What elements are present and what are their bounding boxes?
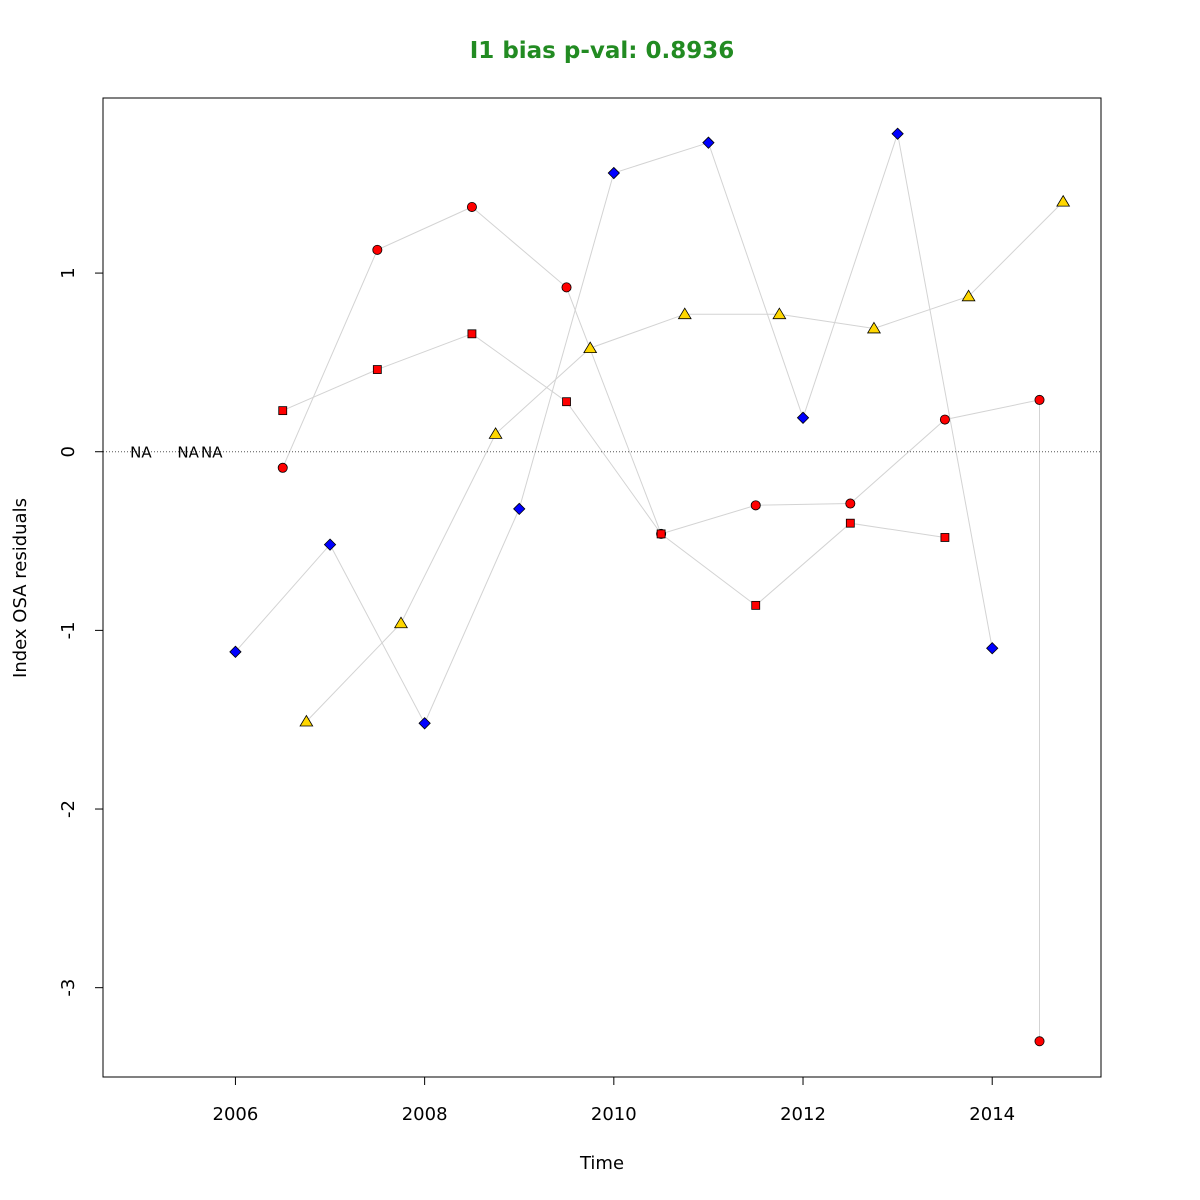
point-triangle	[677, 307, 692, 320]
point-square	[940, 533, 950, 542]
x-tick-label: 2008	[402, 1104, 448, 1125]
x-tick-label: 2006	[213, 1104, 259, 1125]
point-circle	[372, 244, 383, 255]
plot-frame	[102, 97, 1102, 1078]
x-tick-label: 2010	[591, 1104, 637, 1125]
y-axis-label: Index OSA residuals	[10, 498, 31, 678]
na-label: NA	[177, 444, 199, 462]
x-axis-label: Time	[579, 1153, 624, 1174]
point-triangle	[1056, 194, 1071, 207]
point-circle	[277, 462, 288, 473]
point-circle	[561, 282, 572, 293]
y-tick-label: -1	[58, 621, 79, 639]
y-tick-label: 0	[58, 446, 79, 457]
na-labels: NA NA NA	[130, 444, 223, 462]
point-diamond	[607, 166, 620, 180]
connector-lines	[235, 133, 1064, 1042]
point-circle	[466, 201, 477, 212]
y-axis: 1 0 -1 -2 -3	[58, 267, 104, 997]
point-circle	[1034, 1036, 1045, 1047]
point-circle	[1034, 394, 1045, 405]
point-triangle	[583, 341, 598, 354]
point-circle	[845, 498, 856, 509]
y-tick-label: -2	[58, 800, 79, 818]
point-triangle	[299, 714, 314, 727]
point-triangle	[488, 427, 503, 439]
point-square	[751, 600, 761, 610]
point-triangle	[961, 289, 976, 302]
point-diamond	[418, 717, 431, 730]
point-triangle	[393, 616, 408, 629]
na-label: NA	[130, 444, 152, 462]
point-diamond	[986, 642, 999, 655]
point-diamond	[796, 411, 810, 424]
point-square	[656, 529, 666, 539]
x-tick-label: 2014	[969, 1104, 1015, 1125]
point-diamond	[229, 645, 242, 658]
x-tick-label: 2012	[780, 1104, 826, 1125]
point-square	[372, 365, 382, 374]
series-triangle-line	[306, 201, 1064, 722]
point-triangle	[866, 321, 881, 334]
point-diamond	[323, 538, 337, 551]
series-diamond-line	[235, 133, 993, 725]
na-label: NA	[201, 444, 223, 462]
point-square	[467, 329, 477, 339]
series-circle-line	[282, 206, 1040, 1042]
y-tick-label: 1	[58, 267, 79, 278]
point-square	[845, 518, 855, 528]
point-circle	[939, 414, 950, 425]
x-axis: 2006 2008 2010 2012 2014	[213, 1076, 1015, 1125]
point-circle	[750, 500, 761, 511]
chart-title: I1 bias p-val: 0.8936	[470, 38, 735, 64]
point-diamond	[513, 502, 526, 516]
point-diamond	[891, 127, 904, 140]
point-triangle	[772, 307, 787, 320]
point-diamond	[702, 136, 715, 149]
series-square-line	[282, 333, 945, 607]
point-square	[278, 406, 288, 416]
y-tick-label: -3	[58, 979, 79, 997]
data-points	[229, 127, 1071, 1047]
point-square	[562, 397, 571, 407]
